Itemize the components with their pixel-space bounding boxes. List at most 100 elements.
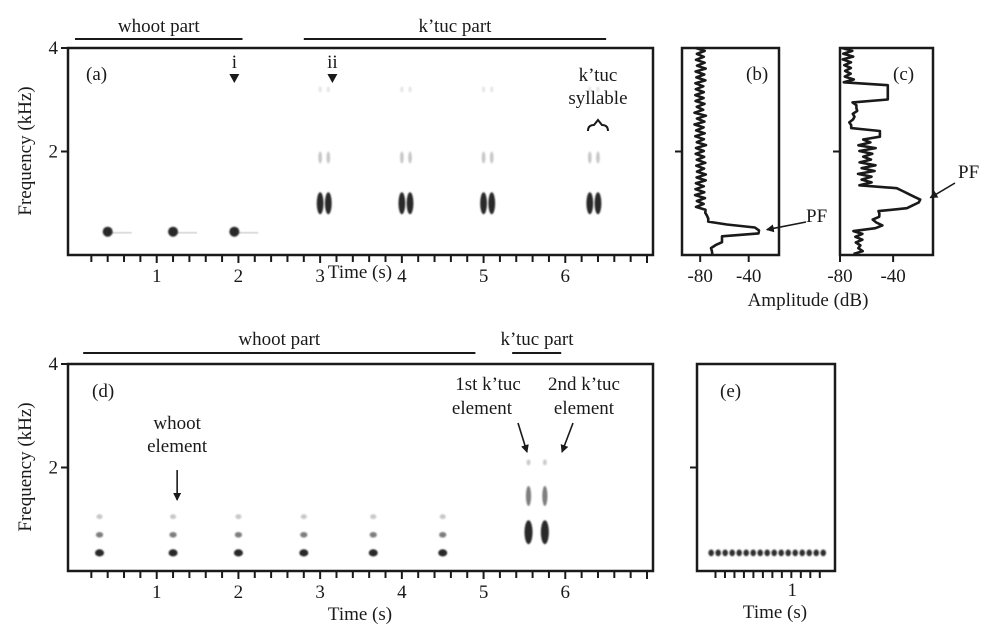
panel-d-ylabel: Frequency (kHz) [15,402,36,531]
x-tick-label: -80 [688,266,713,287]
pulse [771,549,778,557]
ktuc-element [480,192,487,215]
panel-c: (c) -80 -40 PF Amplitude (dB) [748,46,979,311]
x-tick-label: 6 [561,266,571,287]
x-tick-label: -40 [736,266,761,287]
ktuc-element [524,520,533,545]
pulse [750,549,756,557]
panel-c-ticks: -80 -40 [827,150,906,287]
first-ktuc-element-label-line2: element [452,398,513,419]
x-tick-label: 2 [234,582,244,603]
ktuc-element [316,192,324,215]
second-ktuc-arrow [560,422,574,453]
x-tick-label: -40 [880,266,905,287]
panel-b-amplitude-line [693,46,761,255]
ktuc-element [540,520,549,545]
whoot-element [102,226,113,237]
marker-label-i: i [232,52,237,73]
whoot-element [95,549,105,557]
ktuc-syllable-label-line2: syllable [568,88,627,109]
ktuc-harmonic-faint [318,86,322,93]
whoot-harmonic-faint [170,514,177,520]
panel-b-label: (b) [746,64,768,85]
whoot-element-label-line2: element [147,436,208,457]
first-ktuc-element-label-line1: 1st k’tuc [455,374,521,395]
whoot-element [229,226,240,237]
whoot-element [368,549,378,557]
whoot-harmonic [234,531,243,538]
panel-e-frame [695,362,837,573]
panel-d-xlabel: Time (s) [328,604,392,625]
pulse [715,549,721,557]
second-ktuc-element-label-line1: 2nd k’tuc [548,374,620,395]
marker-label-ii: ii [327,52,338,73]
whoot-harmonic-faint [96,514,103,520]
ktuc-harmonic-faint [400,86,404,93]
whoot-element [438,549,448,557]
whoot-harmonic-faint [235,514,242,520]
y-tick-label: 2 [49,458,59,479]
marker-triangle [327,74,338,83]
x-tick-label: 1 [152,582,162,603]
segment-label-ktuc-part: k’tuc part [418,16,492,37]
x-tick-label: 2 [234,266,244,287]
syllable-bracket [586,118,609,132]
ktuc-harmonic-faint [542,459,547,466]
panel-e-xlabel: Time (s) [743,602,807,623]
ktuc-harmonic [542,485,548,506]
ktuc-harmonic [588,151,592,164]
ktuc-harmonic-faint [490,86,494,93]
panel-a: (a) Frequency (kHz) Time (s) 1 2 3 4 5 6 2 4 wh… [15,16,655,287]
pulse [806,549,813,557]
panel-e-ticks: 1 [690,466,821,601]
segment-label-ktuc-part: k’tuc part [501,329,575,350]
segment-label-whoot-part: whoot part [118,16,201,37]
x-tick-label: 1 [787,580,797,601]
whoot-harmonic [369,531,377,538]
ktuc-element [586,192,594,215]
whoot-harmonic-faint [370,514,377,520]
x-tick-label: 5 [479,582,489,603]
ktuc-element [488,192,496,215]
panel-c-amplitude-line [841,46,922,256]
panel-d: (d) Frequency (kHz) Time (s) 1 2 3 4 5 6 2 4 wh… [15,329,655,625]
panel-c-pf-arrow [929,182,956,199]
y-tick-label: 2 [49,142,59,163]
panel-b-ticks: -80 -40 [675,150,761,287]
ktuc-harmonic [400,151,404,164]
x-tick-label: 4 [397,266,407,287]
ktuc-element [324,192,332,215]
amplitude-axis-label: Amplitude (dB) [748,290,869,311]
ktuc-element [594,192,602,215]
pulse [736,549,742,557]
x-tick-label: 4 [397,582,407,603]
ktuc-harmonic [326,151,331,164]
second-ktuc-element-label-line2: element [554,398,615,419]
whoot-element [168,549,178,557]
panel-b-pf-arrow [765,221,807,233]
panel-a-xlabel: Time (s) [328,262,392,283]
panel-c-pf-label: PF [958,162,979,183]
ktuc-harmonic [318,151,322,164]
whoot-element-label-line1: whoot [153,413,201,434]
x-tick-label: 1 [152,266,162,287]
whoot-harmonic [300,531,308,538]
pulse [722,549,728,557]
ktuc-harmonic [525,485,532,506]
ktuc-harmonic [489,151,494,164]
pulse [708,549,714,557]
panel-a-marks [75,38,609,237]
panel-e-label: (e) [720,381,741,402]
x-tick-label: -80 [827,266,852,287]
x-tick-label: 3 [315,582,325,603]
whoot-element [299,549,309,557]
whoot-harmonic-faint [439,514,446,520]
y-tick-label: 4 [49,38,59,59]
panel-c-label: (c) [893,64,914,85]
pulse [820,549,827,557]
panel-a-ylabel: Frequency (kHz) [15,86,36,215]
whoot-harmonic [95,531,104,538]
first-ktuc-arrow [517,422,529,453]
pulse [743,549,749,557]
